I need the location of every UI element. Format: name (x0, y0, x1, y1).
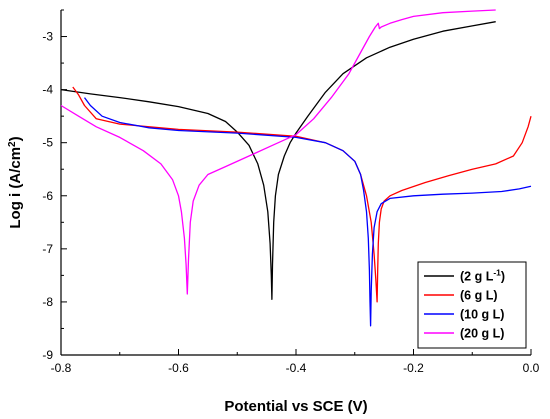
x-axis-label: Potential vs SCE (V) (224, 398, 367, 415)
x-tick-label: -0.4 (286, 361, 307, 375)
series-layer (60, 9, 532, 327)
legend-label-1: (2 g L-1) (460, 268, 505, 284)
y-tick-label: -3 (42, 30, 53, 44)
y-tick-label: -5 (42, 136, 53, 150)
x-tick-label: 0.0 (523, 361, 540, 375)
series-line-3 (83, 97, 532, 327)
y-tick-label: -9 (42, 348, 53, 362)
y-tick-label: -4 (42, 83, 53, 97)
series-line-4 (60, 9, 496, 295)
series-line-2 (72, 86, 532, 303)
y-tick-label: -8 (42, 295, 53, 309)
ticks: -0.8 -0.6 -0.4 -0.2 0.0 -9 -8 -7 -6 -5 -4 -3 (42, 9, 540, 375)
y-axis-label: Log i (A/cm2) (7, 136, 25, 228)
y-tick-label: -7 (42, 242, 53, 256)
y-tick-label: -6 (42, 189, 53, 203)
legend: (2 g L-1) (6 g L) (10 g L) (20 g L) (417, 261, 527, 349)
y-axis-label-main: Log i (A/cm (7, 147, 24, 229)
legend-label-2: (6 g L) (460, 289, 498, 303)
x-tick-label: -0.2 (403, 361, 424, 375)
x-tick-label: -0.6 (168, 361, 189, 375)
x-tick-label: -0.8 (51, 361, 72, 375)
y-axis-label-sup: 2 (7, 141, 18, 147)
series-line-1 (60, 21, 496, 300)
legend-label-3: (10 g L) (460, 308, 504, 322)
y-axis-label-end: ) (7, 136, 24, 141)
legend-label-4: (20 g L) (460, 327, 504, 341)
